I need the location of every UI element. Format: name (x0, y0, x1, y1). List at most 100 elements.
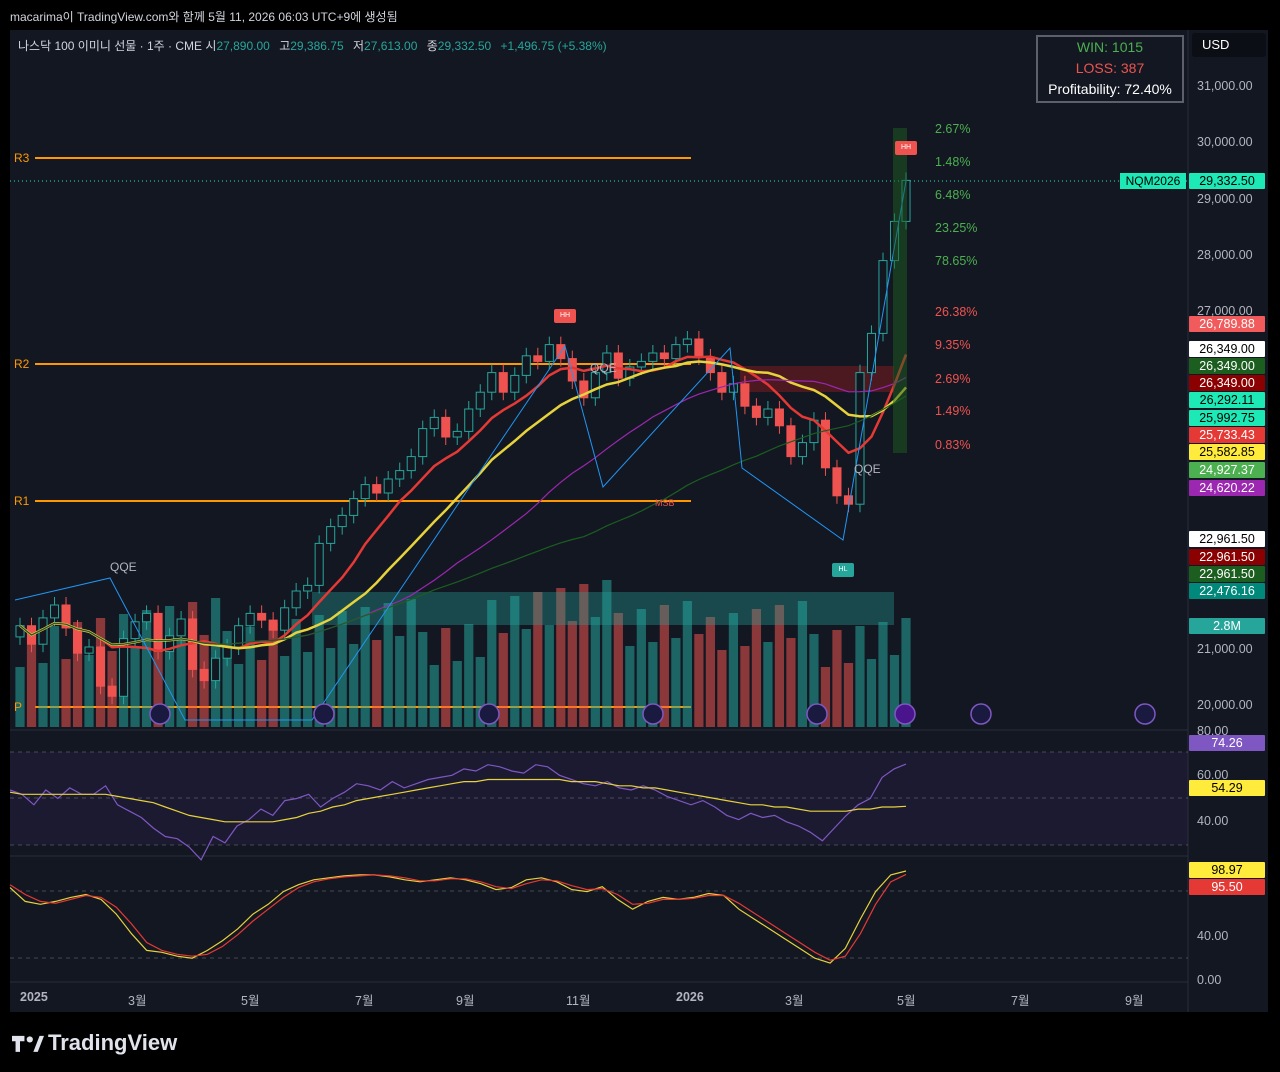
change-value: +1,496.75 (+5.38%) (500, 39, 607, 53)
volume-bar (498, 633, 508, 727)
y-tick-label: 28,000.00 (1197, 248, 1253, 262)
open-value: 27,890.00 (216, 39, 270, 53)
candle (96, 646, 106, 687)
y-tick-label: 27,000.00 (1197, 304, 1253, 318)
profitability: Profitability: 72.40% (1048, 81, 1172, 97)
fib-level-label: 23.25% (935, 221, 978, 235)
low-label: 저 (352, 39, 365, 53)
volume-bar (878, 622, 888, 727)
candle (245, 612, 255, 627)
hh-marker: HH (554, 309, 576, 323)
snapshot-caption: macarima이 TradingView.com와 함께 5월 11, 202… (10, 10, 398, 24)
price-badge: 22,961.50 (1189, 566, 1265, 582)
rsi-tick-label: 80.00 (1197, 724, 1229, 738)
candle (142, 612, 152, 623)
candle (291, 590, 301, 609)
volume-bar (648, 642, 658, 727)
fib-level-label: 0.83% (935, 438, 971, 452)
volume-bar (452, 661, 462, 727)
price-badge: 22,961.50 (1189, 549, 1265, 565)
candle (84, 646, 94, 654)
candle (176, 618, 186, 637)
stoch-tick-label: 40.00 (1197, 929, 1229, 943)
volume-bar (579, 584, 589, 727)
price-badge: 29,332.50 (1189, 173, 1265, 189)
candle (832, 467, 842, 497)
fib-level-label: 6.48% (935, 188, 971, 202)
candle (257, 612, 267, 621)
demand-zone (312, 592, 894, 625)
pivot-r1-label: R1 (14, 494, 30, 508)
volume-bar (740, 646, 750, 727)
open-label: 시 (205, 39, 217, 53)
candle (705, 356, 715, 374)
y-tick-label: 29,000.00 (1197, 192, 1253, 206)
currency-button[interactable]: USD (1192, 33, 1266, 57)
volume-bar (464, 624, 474, 727)
volume-bar (820, 667, 831, 727)
y-tick-label: 21,000.00 (1197, 642, 1253, 656)
qqe-label: QQE (854, 462, 881, 476)
y-tick-label: 20,000.00 (1197, 698, 1253, 712)
candle (49, 604, 60, 619)
volume-bar (372, 640, 382, 727)
volume-bar (176, 639, 186, 727)
volume-bar (222, 631, 232, 727)
candle (303, 584, 313, 592)
x-tick-label: 9월 (456, 994, 475, 1008)
close-label: 종 (426, 39, 438, 53)
candle (280, 607, 290, 631)
pivot-p-label: P (14, 700, 23, 714)
volume-bar (245, 627, 255, 727)
candle (372, 484, 382, 494)
candle (579, 380, 589, 399)
candle (199, 668, 209, 682)
x-tick-label: 3월 (128, 994, 147, 1008)
price-badge: 2.8M (1189, 618, 1265, 634)
candle (498, 372, 508, 393)
volume-bar (521, 629, 531, 727)
fib-level-label: 2.67% (935, 122, 971, 136)
volume-bar (774, 605, 785, 727)
rsi-line (9, 763, 907, 861)
volume-bar (625, 646, 635, 727)
candle (602, 352, 612, 374)
fib-level-label: 9.35% (935, 338, 971, 352)
candle (222, 646, 232, 659)
candle (441, 416, 451, 438)
symbol-header: 나스닥 100 이미니 선물 · 1주 · CME 시27,890.00 고29… (18, 37, 613, 54)
rsi-tick-label: 60.00 (1197, 768, 1229, 782)
fib-level-label: 26.38% (935, 305, 978, 319)
volume-bar (418, 632, 428, 727)
candle (153, 612, 163, 652)
volume-bar (84, 655, 94, 727)
candle (820, 419, 830, 469)
volume-bar (164, 606, 175, 727)
price-badge: 95.50 (1189, 879, 1265, 895)
volume-bar (636, 609, 646, 727)
loss-count: LOSS: 387 (1075, 60, 1145, 76)
price-badge: 22,476.16 (1189, 583, 1265, 599)
candle (843, 495, 853, 505)
qqe-label: QQE (590, 361, 617, 375)
volume-bar (556, 588, 566, 727)
volume-bar (544, 625, 554, 727)
x-tick-label: 9월 (1125, 994, 1144, 1008)
volume-bar (141, 610, 152, 727)
event-icon (894, 703, 916, 725)
volume-bar (326, 648, 336, 727)
price-badge: 24,620.22 (1189, 480, 1265, 496)
candle (740, 383, 750, 407)
candle (349, 498, 359, 516)
price-badge: 22,961.50 (1189, 531, 1265, 547)
price-badge: 25,733.43 (1189, 427, 1265, 443)
candle (337, 514, 347, 528)
candle (648, 352, 658, 362)
candle (130, 621, 140, 640)
volume-bar (26, 630, 37, 727)
candle (314, 542, 324, 586)
candle (464, 408, 474, 432)
candle (671, 344, 681, 360)
volume-bar (889, 655, 900, 727)
